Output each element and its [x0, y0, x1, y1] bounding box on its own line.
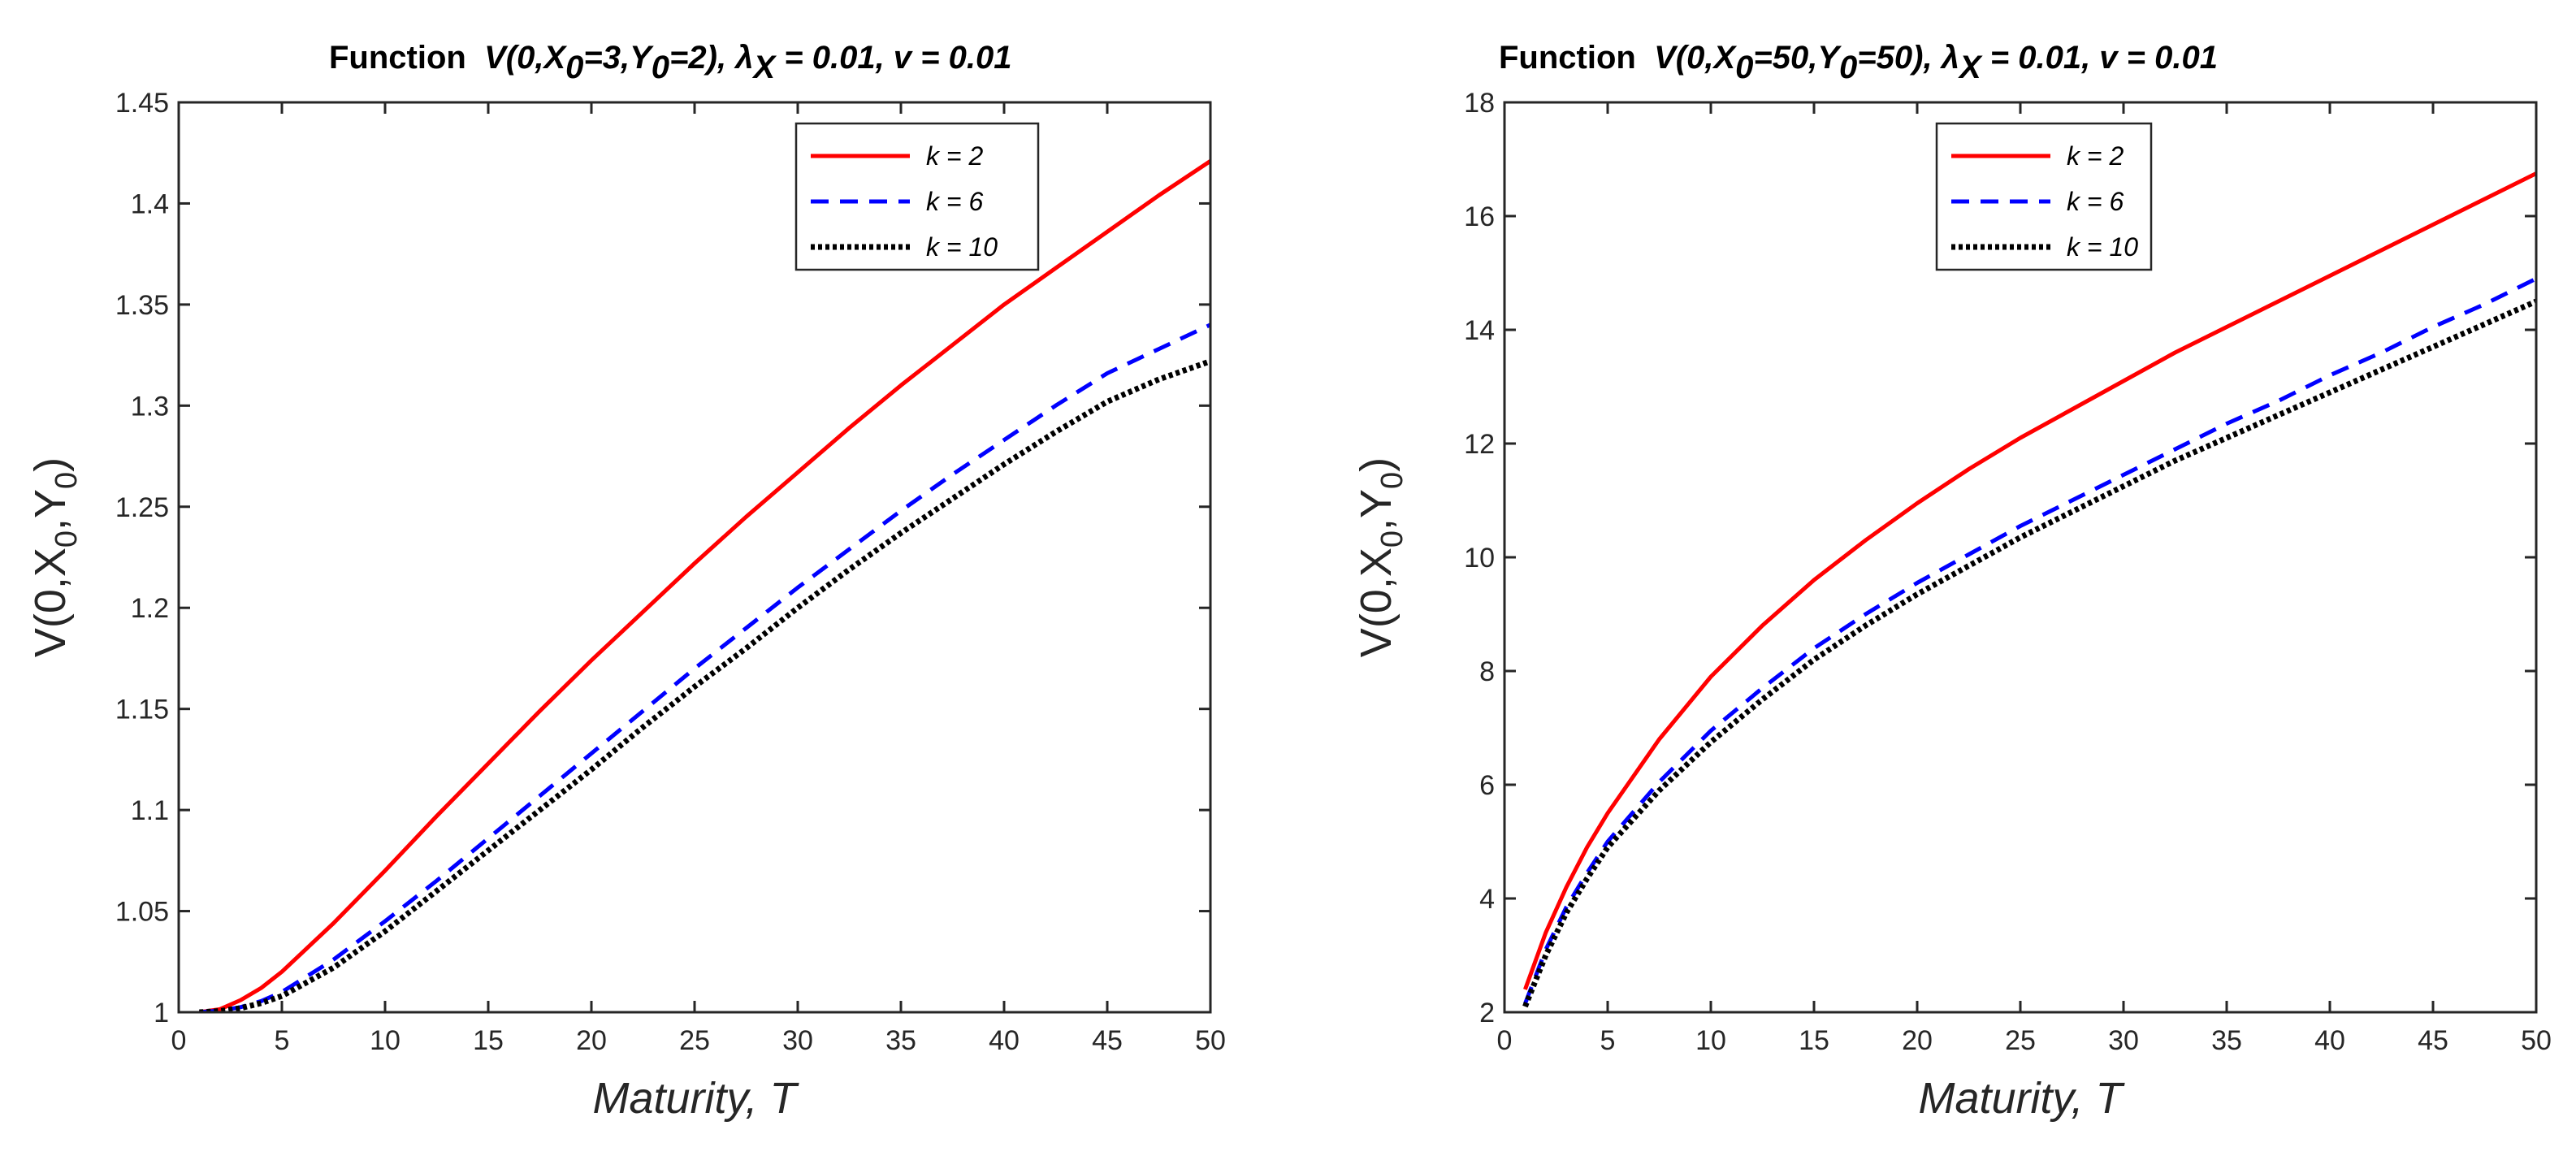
x-tick-label: 5 [275, 1025, 290, 1056]
legend-box [1935, 122, 2153, 271]
legend-entry: k = 2 [926, 141, 983, 171]
x-tick-label: 35 [885, 1025, 916, 1056]
series-line-k-6 [199, 323, 1210, 1012]
legend-entry: k = 2 [2067, 141, 2124, 171]
x-tick-label: 35 [2211, 1025, 2242, 1056]
y-tick-label: 1.45 [115, 88, 169, 119]
x-tick-label: 50 [2521, 1025, 2552, 1056]
y-tick-label: 1 [154, 998, 169, 1028]
y-axis-label: V(0,X0,Y0) [26, 457, 84, 657]
legend: k = 2 k = 6 k = 10 [794, 122, 1040, 271]
title-prefix: Function [1499, 40, 1636, 76]
x-tick-label: 25 [679, 1025, 710, 1056]
x-tick-label: 50 [1195, 1025, 1226, 1056]
chart-title: Function V(0,X0=3,Y0=2), λX = 0.01, v = … [329, 40, 1012, 85]
y-tick-label: 14 [1464, 315, 1495, 346]
series-group [199, 159, 1210, 1012]
y-tick-label: 16 [1464, 201, 1495, 232]
legend-entry: k = 10 [2067, 232, 2138, 262]
legend-entry: k = 6 [2067, 187, 2124, 216]
y-tick-label: 1.05 [115, 897, 169, 928]
y-tick-label: 1.15 [115, 695, 169, 725]
x-axis-label: Maturity, T [592, 1074, 799, 1123]
x-tick-label: 10 [1695, 1025, 1726, 1056]
legend-box [794, 122, 1040, 271]
y-tick-label: 18 [1464, 88, 1495, 119]
x-tick-label: 10 [370, 1025, 400, 1056]
series-line-k-2 [199, 159, 1210, 1012]
x-tick-label: 5 [1600, 1025, 1616, 1056]
chart-title: Function V(0,X0=50,Y0=50), λX = 0.01, v … [1499, 40, 2218, 85]
y-tick-label: 1.25 [115, 492, 169, 523]
y-tick-label: 1.2 [131, 593, 169, 624]
legend-entry: k = 6 [926, 187, 983, 216]
x-tick-label: 40 [2314, 1025, 2345, 1056]
x-tick-label: 15 [473, 1025, 504, 1056]
legend: k = 2 k = 6 k = 10 [1935, 122, 2153, 271]
chart-right: Function V(0,X0=50,Y0=50), λX = 0.01, v … [1352, 40, 2552, 1123]
series-group [1522, 171, 2536, 1008]
x-tick-label: 30 [2108, 1025, 2139, 1056]
series-line-k-10 [199, 358, 1210, 1012]
series-line-k-10 [1522, 298, 2536, 1008]
y-tick-label: 1.4 [131, 188, 169, 219]
y-axis-label: V(0,X0,Y0) [1352, 457, 1409, 657]
y-tick-label: 1.35 [115, 290, 169, 321]
y-tick-label: 4 [1479, 884, 1495, 915]
series-line-k-6 [1523, 276, 2536, 1005]
title-prefix: Function [329, 40, 466, 76]
series-line-k-2 [1523, 171, 2536, 990]
y-tick-label: 10 [1464, 543, 1495, 574]
x-tick-label: 0 [1497, 1025, 1513, 1056]
x-tick-label: 20 [576, 1025, 607, 1056]
x-tick-label: 40 [989, 1025, 1020, 1056]
x-tick-label: 15 [1799, 1025, 1829, 1056]
y-tick-label: 1.1 [131, 795, 169, 826]
y-tick-label: 12 [1464, 429, 1495, 460]
y-tick-label: 6 [1479, 770, 1495, 801]
x-tick-label: 30 [782, 1025, 813, 1056]
chart-left: Function V(0,X0=3,Y0=2), λX = 0.01, v = … [26, 40, 1226, 1123]
x-tick-label: 45 [2418, 1025, 2448, 1056]
x-tick-label: 0 [171, 1025, 187, 1056]
x-tick-label: 45 [1092, 1025, 1123, 1056]
x-tick-label: 20 [1902, 1025, 1933, 1056]
axes-box [177, 101, 1212, 1014]
legend-entry: k = 10 [926, 232, 998, 262]
x-axis-label: Maturity, T [1918, 1074, 2125, 1123]
y-tick-label: 8 [1479, 656, 1495, 687]
y-tick-label: 2 [1479, 998, 1495, 1028]
x-tick-label: 25 [2005, 1025, 2036, 1056]
y-tick-label: 1.3 [131, 391, 169, 422]
